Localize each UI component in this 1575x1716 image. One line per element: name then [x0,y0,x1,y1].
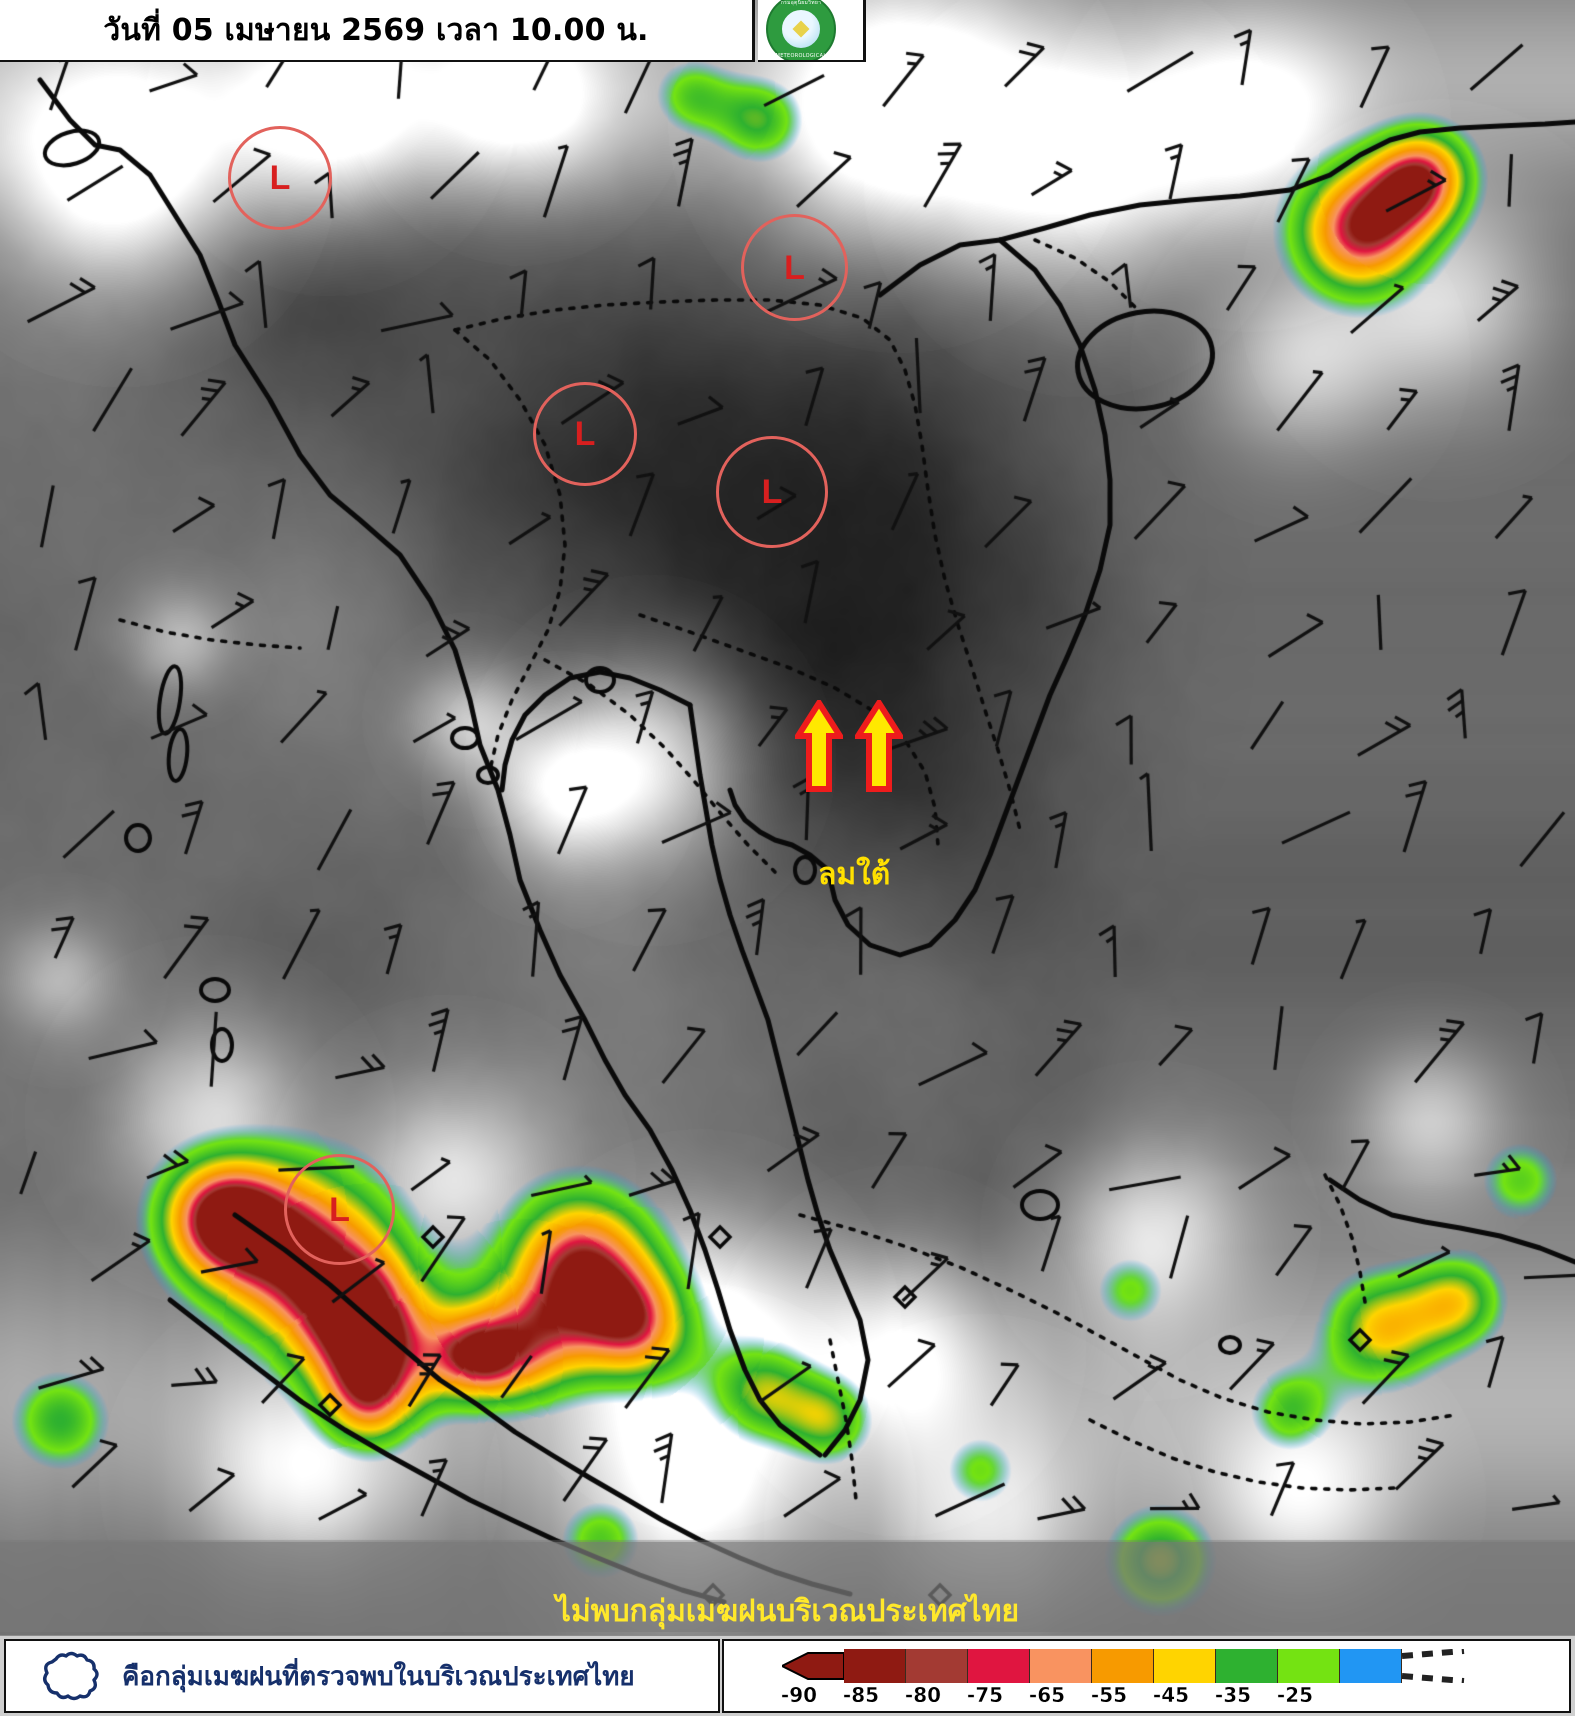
south-wind-arrow-group [795,700,903,792]
low-pressure-marker: L [228,126,332,230]
colorbar-tick: -90 [780,1683,818,1707]
wind-direction-label: ลมใต้ [818,857,891,892]
colorbar-swatch [1154,1649,1216,1683]
low-pressure-label: L [329,1190,350,1229]
wind-arrow-icon [795,700,843,792]
legend-label: คือกลุ่มเมฆฝนที่ตรวจพบในบริเวณประเทศไทย [122,1661,635,1692]
low-pressure-marker: L [716,436,828,548]
colorbar-tick: -85 [842,1683,880,1707]
low-pressure-label: L [784,248,805,287]
low-pressure-marker: L [284,1154,395,1265]
colorbar-tail-icon [1402,1649,1470,1683]
low-pressure-marker: L [533,382,637,486]
low-pressure-label: L [574,415,596,453]
colorbar-tick: -65 [1028,1683,1066,1707]
no-cloud-banner-background [0,1542,1575,1632]
low-pressure-label: L [269,159,291,197]
logo-label-bottom: METEOROLOGICAL [775,53,827,59]
colorbar-swatch [1030,1649,1092,1683]
agency-logo-box: กรมอุตุนิยมวิทยา METEOROLOGICAL [758,0,866,62]
colorbar-tick: -25 [1276,1683,1314,1707]
colorbar-panel: -90 -85 -80 -75 -65 -55 -45 -35 -25 [722,1639,1571,1713]
colorbar-tick: -45 [1152,1683,1190,1707]
colorbar-swatch [906,1649,968,1683]
no-cloud-banner-text: ไม่พบกลุ่มเมฆฝนบริเวณประเทศไทย [555,1594,1020,1629]
colorbar-arrow-icon [782,1649,844,1683]
colorbar-tick: -35 [1214,1683,1252,1707]
low-pressure-marker: L [741,214,848,321]
temperature-colorbar [782,1649,1470,1683]
colorbar-swatch [1278,1649,1340,1683]
colorbar-swatch [1340,1649,1402,1683]
colorbar-swatch [844,1649,906,1683]
cloud-outline-icon [43,1651,99,1701]
colorbar-tick: -75 [966,1683,1004,1707]
colorbar-swatch [1092,1649,1154,1683]
low-pressure-label: L [761,473,783,511]
tmd-logo-icon: กรมอุตุนิยมวิทยา METEOROLOGICAL [766,0,836,60]
colorbar-swatch [968,1649,1030,1683]
page-title: วันที่ 05 เมษายน 2569 เวลา 10.00 น. [103,12,649,48]
footer-bar: คือกลุ่มเมฆฝนที่ตรวจพบในบริเวณประเทศไทย … [0,1636,1575,1716]
header-date-bar: วันที่ 05 เมษายน 2569 เวลา 10.00 น. [0,0,755,62]
logo-label-top: กรมอุตุนิยมวิทยา [780,0,822,6]
colorbar-tick: -55 [1090,1683,1128,1707]
colorbar-tick-labels: -90 -85 -80 -75 -65 -55 -45 -35 -25 [780,1683,1340,1711]
colorbar-tick: -80 [904,1683,942,1707]
legend-panel: คือกลุ่มเมฆฝนที่ตรวจพบในบริเวณประเทศไทย [4,1639,720,1713]
wind-arrow-icon [855,700,903,792]
colorbar-swatch [1216,1649,1278,1683]
